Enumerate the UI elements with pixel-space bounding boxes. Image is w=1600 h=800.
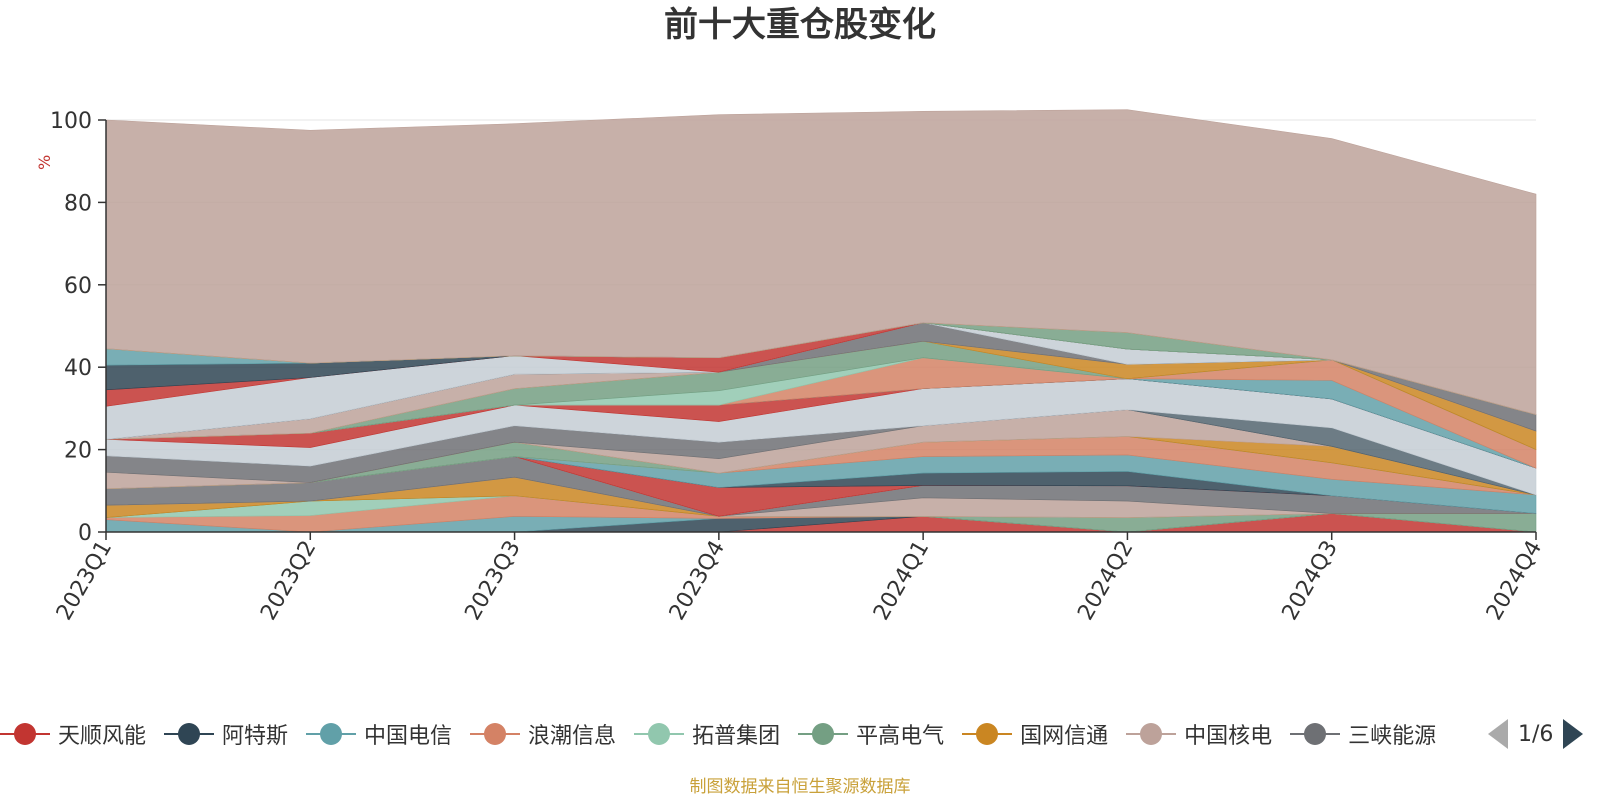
legend-item[interactable]: 国网信通 bbox=[962, 714, 1108, 754]
y-tick-label: 80 bbox=[64, 191, 92, 216]
x-tick-label: 2024Q3 bbox=[1278, 537, 1343, 625]
legend-marker-icon bbox=[0, 722, 50, 746]
x-tick-label: 2024Q2 bbox=[1073, 537, 1138, 625]
legend-marker-icon bbox=[470, 722, 521, 746]
legend-marker-icon bbox=[164, 722, 215, 746]
x-tick-label: 2023Q1 bbox=[52, 537, 117, 625]
y-tick-label: 100 bbox=[50, 109, 92, 134]
legend-item[interactable]: 拓普集团 bbox=[634, 714, 780, 754]
x-tick-label: 2023Q2 bbox=[256, 537, 321, 625]
y-tick-label: 0 bbox=[78, 521, 92, 546]
legend-page-indicator: 1/6 bbox=[1518, 721, 1554, 747]
legend-label: 中国核电 bbox=[1184, 724, 1273, 749]
y-tick-label: 40 bbox=[64, 356, 92, 381]
area-series-40 bbox=[105, 109, 1537, 415]
legend-item[interactable]: 天顺风能 bbox=[0, 714, 146, 754]
legend-prev-arrow-icon[interactable] bbox=[1488, 719, 1508, 749]
x-tick-label: 2023Q4 bbox=[665, 537, 730, 625]
legend-label: 阿特斯 bbox=[222, 724, 289, 749]
legend-item[interactable]: 阿特斯 bbox=[164, 714, 288, 754]
legend: 天顺风能 阿特斯 中国电信 浪潮信息 拓普集团 平高电气 国网信通 中国核电 三峡能源 1/6 bbox=[0, 714, 1600, 754]
x-tick-label: 2024Q4 bbox=[1482, 537, 1547, 625]
legend-item[interactable]: 平高电气 bbox=[798, 714, 944, 754]
legend-item[interactable]: 三峡能源 bbox=[1290, 714, 1436, 754]
legend-marker-icon bbox=[1290, 722, 1341, 746]
x-tick-label: 2023Q3 bbox=[460, 537, 525, 625]
legend-marker-icon bbox=[962, 722, 1013, 746]
legend-items: 天顺风能 阿特斯 中国电信 浪潮信息 拓普集团 平高电气 国网信通 中国核电 三峡能源 bbox=[0, 714, 1478, 754]
legend-label: 拓普集团 bbox=[692, 724, 781, 749]
legend-pager: 1/6 bbox=[1488, 714, 1600, 754]
y-tick-label: 60 bbox=[64, 274, 92, 299]
y-axis-unit: % bbox=[35, 155, 54, 170]
x-tick-label: 2024Q1 bbox=[869, 537, 934, 625]
legend-label: 天顺风能 bbox=[58, 724, 147, 749]
legend-item[interactable]: 浪潮信息 bbox=[470, 714, 616, 754]
legend-label: 国网信通 bbox=[1020, 724, 1109, 749]
area-series-layer bbox=[105, 109, 1537, 533]
legend-next-arrow-icon[interactable] bbox=[1563, 719, 1584, 749]
chart-title: 前十大重仓股变化 bbox=[664, 5, 936, 45]
legend-label: 浪潮信息 bbox=[528, 724, 617, 749]
legend-marker-icon bbox=[306, 722, 357, 746]
legend-label: 平高电气 bbox=[856, 724, 945, 749]
legend-item[interactable]: 中国电信 bbox=[306, 714, 452, 754]
legend-marker-icon bbox=[798, 722, 849, 746]
legend-marker-icon bbox=[634, 722, 685, 746]
y-tick-label: 20 bbox=[64, 439, 92, 464]
legend-label: 三峡能源 bbox=[1348, 724, 1437, 749]
source-note: 制图数据来自恒生聚源数据库 bbox=[689, 777, 911, 797]
legend-marker-icon bbox=[1126, 722, 1177, 746]
legend-item[interactable]: 中国核电 bbox=[1126, 714, 1272, 754]
legend-label: 中国电信 bbox=[364, 724, 453, 749]
